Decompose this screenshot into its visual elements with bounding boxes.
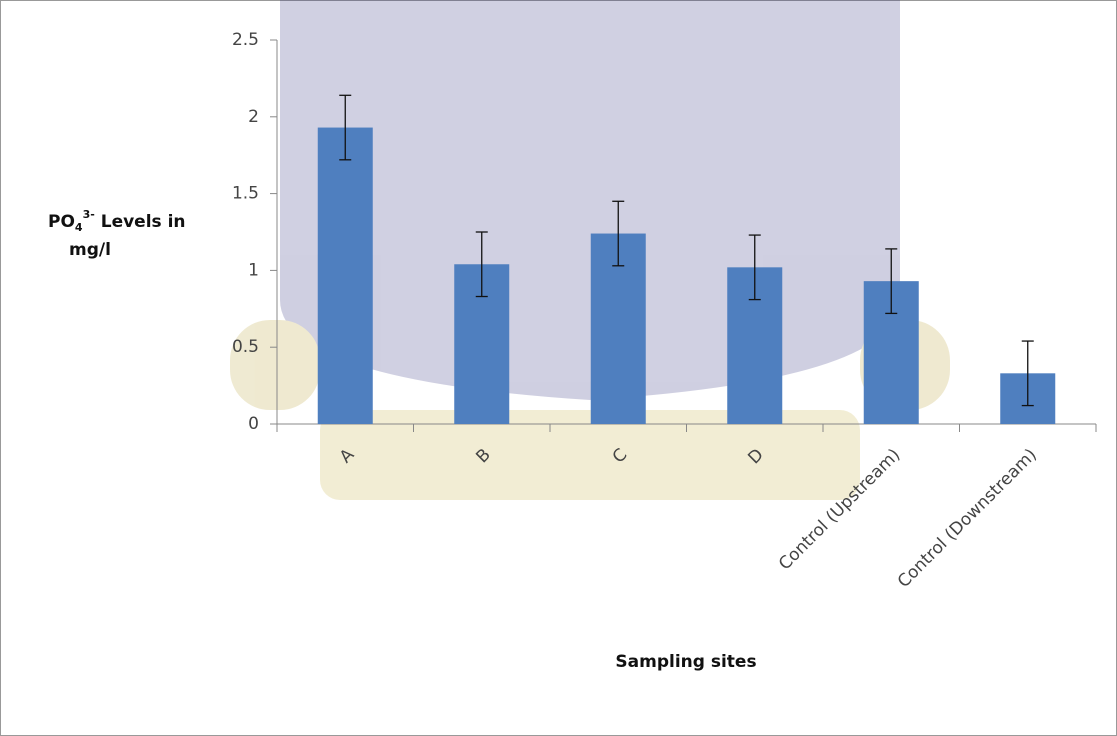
y-label-sup: 3- bbox=[83, 208, 95, 221]
y-tick-label: 2 bbox=[248, 107, 259, 127]
error-bar bbox=[475, 231, 488, 298]
error-bar bbox=[1021, 340, 1034, 407]
y-label-sub: 4 bbox=[75, 221, 83, 234]
x-axis-label: Sampling sites bbox=[615, 652, 756, 672]
y-tick-label: 1.5 bbox=[232, 184, 259, 204]
error-bar bbox=[612, 200, 625, 267]
y-tick-label: 1 bbox=[248, 260, 259, 280]
y-tick-label: 0.5 bbox=[232, 337, 259, 357]
error-bar bbox=[339, 94, 352, 161]
y-label-part: Levels in bbox=[95, 212, 186, 232]
error-bar bbox=[748, 234, 761, 301]
y-label-part: PO bbox=[48, 212, 75, 232]
bar bbox=[317, 127, 373, 424]
y-tick-label: 0 bbox=[248, 414, 259, 434]
y-tick-label: 2.5 bbox=[232, 30, 259, 50]
y-axis-label: PO43- Levels in bbox=[48, 208, 186, 234]
error-bar bbox=[885, 248, 898, 315]
y-axis-label: mg/l bbox=[69, 240, 111, 260]
